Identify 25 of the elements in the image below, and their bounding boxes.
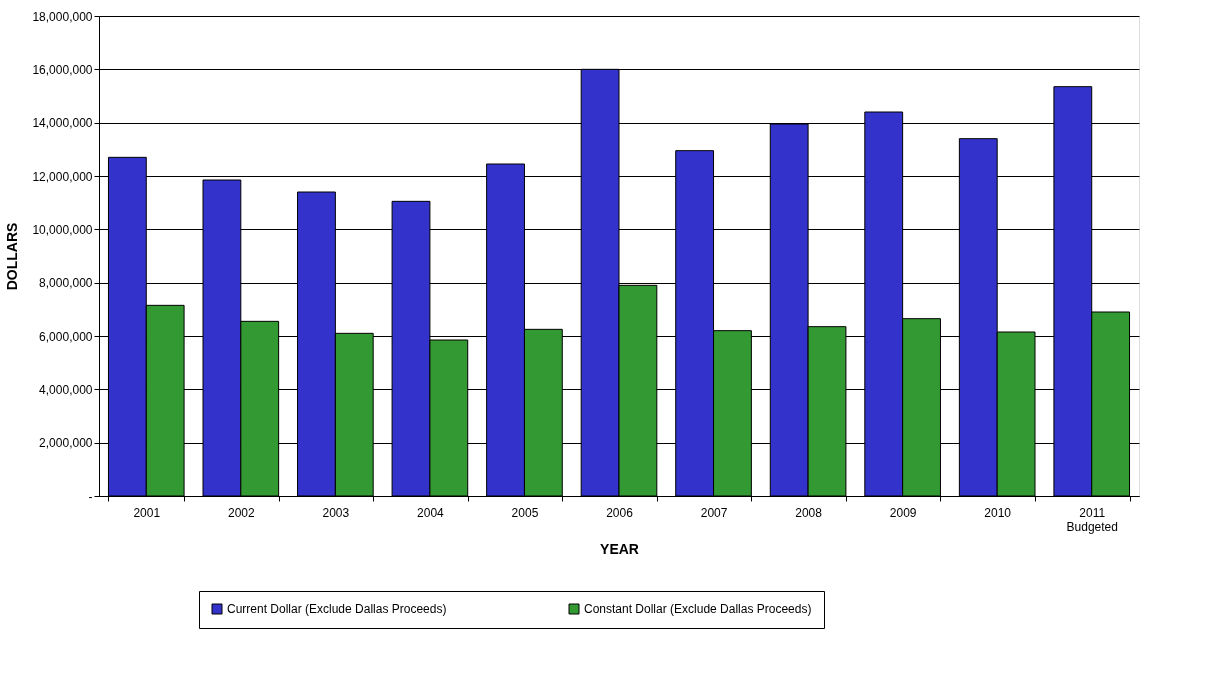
x-tick-label: 2005 [511,505,539,520]
x-tick-label: 2011 Budgeted [1066,505,1118,534]
y-tick-label: 4,000,000 [39,382,93,397]
x-axis-title: YEAR [600,540,639,557]
y-tick-label: 14,000,000 [32,116,93,131]
y-axis-title: DOLLARS [4,222,21,291]
y-tick-label: 10,000,000 [32,222,93,237]
x-tick-label: 2008 [795,505,823,520]
y-tick-label: 16,000,000 [32,62,93,77]
x-tick-label: 2009 [889,505,917,520]
y-tick-label: 12,000,000 [32,169,93,184]
y-tick-label: - [88,489,93,504]
x-tick-label: 2003 [322,505,350,520]
y-tick-label: 2,000,000 [39,436,93,451]
y-tick-label: 8,000,000 [39,276,93,291]
x-tick-label: 2007 [700,505,728,520]
legend-label: Current Dollar (Exclude Dallas Proceeds) [227,602,447,616]
legend-label: Constant Dollar (Exclude Dallas Proceeds) [584,602,812,616]
y-tick-label: 6,000,000 [39,329,93,344]
x-tick-label: 2004 [417,505,445,520]
x-tick-label: 2002 [227,505,255,520]
y-tick-label: 18,000,000 [32,9,93,24]
x-tick-label: 2006 [606,505,634,520]
x-tick-label: 2010 [984,505,1012,520]
x-tick-label: 2001 [133,505,161,520]
